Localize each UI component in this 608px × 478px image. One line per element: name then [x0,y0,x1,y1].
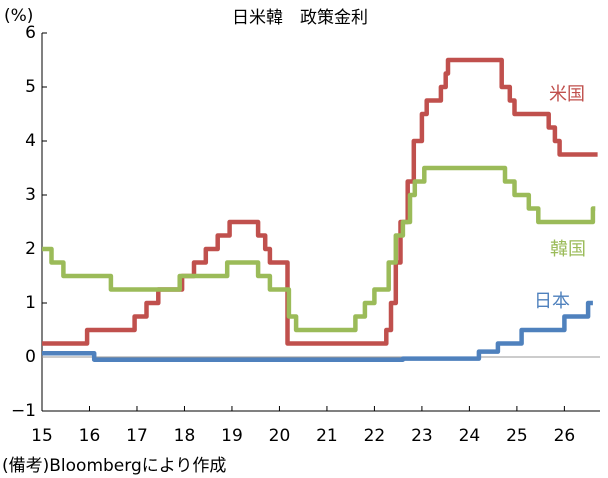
chart-title: 日米韓 政策金利 [232,8,368,28]
y-tick-label: 1 [25,293,36,313]
x-tick-label: 24 [459,426,481,446]
y-tick-label: 3 [25,185,36,205]
x-tick-label: 26 [554,426,576,446]
y-tick-label: 6 [25,23,36,43]
y-tick-label: 2 [25,239,36,259]
x-tick-label: 15 [31,426,53,446]
x-tick-label: 17 [126,426,148,446]
x-tick-label: 23 [411,426,433,446]
y-tick-label: −1 [11,401,36,421]
y-axis-label: (%) [4,6,33,26]
note: (備考)Bloombergにより作成 [2,456,226,476]
y-tick-label: 4 [25,131,36,151]
series-label: 米国 [549,84,585,105]
x-tick-label: 16 [79,426,101,446]
series-line [42,165,596,333]
x-tick-label: 18 [174,426,196,446]
x-tick-label: 21 [316,426,338,446]
y-tick-label: 5 [25,77,36,97]
x-tick-label: 19 [221,426,243,446]
series-label: 韓国 [550,239,586,260]
series-line [42,57,598,346]
x-tick-label: 22 [364,426,386,446]
y-tick-label: 0 [25,347,36,367]
series-label: 日本 [534,291,570,312]
series-line [42,300,593,362]
x-tick-label: 20 [269,426,291,446]
x-tick-label: 25 [506,426,528,446]
